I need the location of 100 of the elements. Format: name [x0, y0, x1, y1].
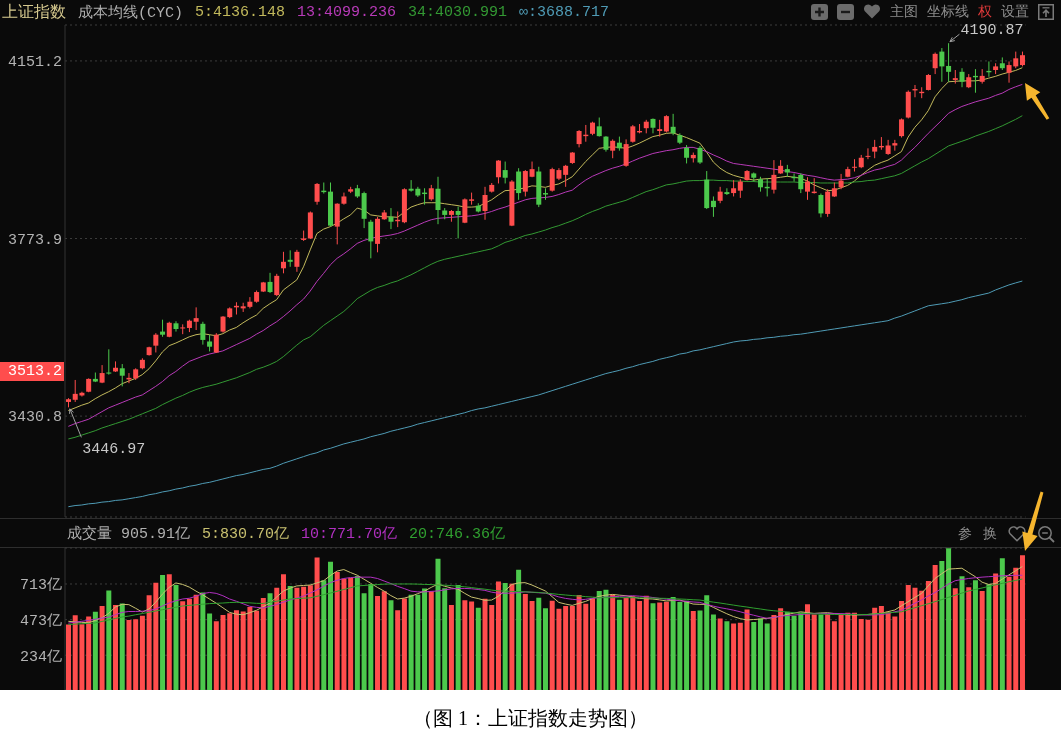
bar [637, 601, 643, 690]
bar [274, 587, 280, 690]
candlestick [623, 138, 629, 168]
candlestick [885, 139, 891, 156]
bar [536, 597, 542, 690]
bar [744, 609, 750, 690]
bar [831, 621, 837, 690]
bar [160, 575, 166, 690]
bar [979, 590, 985, 690]
y-tick-label: 713亿 [19, 577, 62, 595]
candlestick [805, 176, 810, 201]
bar [280, 574, 286, 690]
annotation: 3446.97 [82, 441, 146, 459]
bar [825, 613, 831, 690]
bar [717, 618, 723, 690]
bar [657, 602, 663, 690]
bar [267, 593, 273, 690]
candlestick [180, 323, 186, 335]
bar [993, 573, 999, 690]
candlestick [267, 272, 273, 294]
candlestick [435, 176, 441, 225]
candlestick [596, 117, 602, 138]
bar [448, 604, 454, 690]
bar [939, 560, 945, 690]
bar [207, 613, 213, 690]
legend-title: 成本均线(CYC) [78, 3, 184, 22]
text: ∞:3688.717 [519, 4, 610, 21]
bar [811, 614, 817, 690]
candlestick [865, 147, 871, 160]
bar [663, 601, 669, 690]
bar [401, 598, 407, 690]
bar [542, 608, 548, 690]
bar [119, 603, 125, 690]
bar [455, 585, 461, 690]
text: 34:4030.991 [408, 4, 508, 21]
bar [784, 611, 790, 690]
bar [972, 580, 978, 690]
bar [946, 548, 952, 690]
text: 坐标线 [927, 3, 969, 20]
bar [522, 593, 528, 690]
candlestick [314, 182, 320, 206]
chart-title: 成交量 905.91亿 [67, 524, 191, 543]
bar [737, 622, 743, 690]
bar [99, 605, 105, 690]
candlestick [939, 47, 945, 83]
candlestick [274, 273, 280, 297]
chart-title: 上证指数 [2, 2, 66, 23]
bar [307, 585, 313, 690]
candlestick [173, 320, 179, 333]
bar [301, 586, 307, 690]
bar [113, 604, 119, 690]
bar [986, 584, 992, 690]
bar [757, 618, 763, 690]
bar [878, 605, 884, 690]
y-tick-label: 3773.9 [7, 231, 62, 249]
candlestick [200, 321, 206, 346]
candlestick [899, 117, 905, 139]
bar [254, 610, 260, 690]
bar [375, 596, 381, 690]
bar [999, 558, 1005, 690]
bar [193, 594, 199, 690]
bar [233, 610, 239, 690]
candlestick [495, 159, 501, 184]
bar [422, 588, 428, 690]
bar [590, 598, 596, 690]
bar [139, 615, 145, 690]
bar [495, 581, 501, 690]
candlestick [610, 138, 616, 159]
text: 10:771.70亿 [301, 524, 398, 543]
candlestick [388, 207, 394, 230]
bar [86, 616, 92, 690]
bar [502, 582, 508, 690]
candlestick [932, 52, 938, 75]
text: 13:4099.236 [297, 4, 397, 21]
bar [475, 607, 481, 690]
bar [1019, 555, 1025, 690]
y-tick-label: 4151.2 [7, 54, 62, 72]
bar [932, 564, 938, 690]
bar [569, 605, 575, 690]
bar [966, 587, 972, 690]
candlestick [684, 144, 690, 164]
candlestick [368, 219, 374, 259]
bar [509, 583, 515, 690]
candlestick [455, 206, 461, 239]
y-tick-label: 234亿 [19, 648, 62, 666]
bar [852, 612, 858, 690]
line-series [67, 280, 1023, 508]
bar [690, 611, 696, 690]
candlestick [287, 249, 293, 268]
text: 20:746.36亿 [409, 524, 506, 543]
bar [919, 590, 925, 690]
bar [314, 557, 320, 690]
candlestick [280, 251, 286, 274]
bar [610, 594, 616, 690]
bar [348, 577, 354, 690]
candlestick [516, 167, 522, 201]
bar [462, 600, 468, 690]
candlestick [502, 161, 508, 184]
candlestick [872, 139, 878, 159]
bar [395, 610, 401, 690]
